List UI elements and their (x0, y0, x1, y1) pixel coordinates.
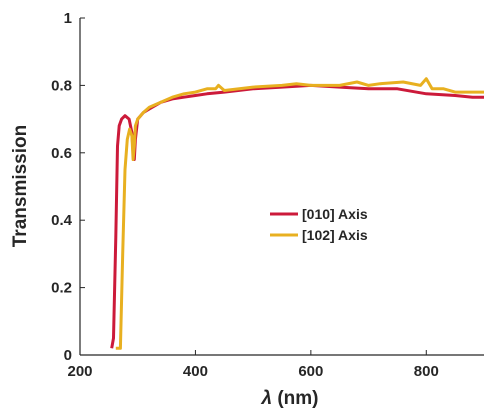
y-axis-label: Transmission (10, 125, 31, 248)
legend-label-102: [102] Axis (302, 227, 368, 243)
series-layer (110, 77, 484, 350)
series-line-010 (110, 83, 484, 349)
y-tick-label: 0.6 (51, 145, 72, 162)
legend: [010] Axis [102] Axis (270, 206, 368, 243)
x-axis-symbol: λ (260, 388, 272, 409)
y-tick-label: 0.2 (51, 280, 72, 297)
x-tick-label: 800 (414, 363, 439, 380)
y-tick-label: 0.4 (51, 212, 73, 229)
x-axis-ticks: 200 400 600 800 (67, 350, 439, 380)
axes (79, 18, 484, 356)
y-tick-label: 1 (64, 10, 72, 27)
x-axis-label: λ (nm) (260, 388, 318, 409)
legend-label-010: [010] Axis (302, 206, 368, 222)
x-tick-label: 400 (183, 363, 208, 380)
series-line-102 (115, 77, 484, 350)
y-axis-ticks: 0 0.2 0.4 0.6 0.8 1 (51, 10, 85, 364)
y-tick-label: 0 (64, 347, 72, 364)
x-tick-label: 200 (67, 363, 92, 380)
y-tick-label: 0.8 (51, 77, 72, 94)
x-axis-unit: (nm) (272, 388, 318, 409)
x-tick-label: 600 (298, 363, 323, 380)
